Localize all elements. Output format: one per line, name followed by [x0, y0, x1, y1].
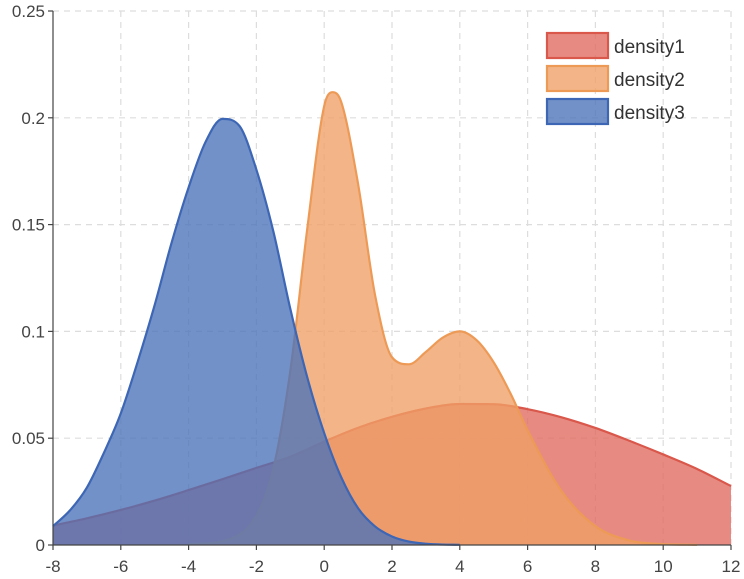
x-tick-label: 8	[591, 557, 600, 576]
x-axis-ticks: -8 -6 -4 -2 0 2 4 6 8 10 12	[45, 545, 740, 576]
legend-swatch-density3	[545, 97, 610, 126]
series-layer	[52, 91, 732, 546]
y-tick-label: 0.05	[12, 429, 45, 448]
legend-swatch-density1	[545, 31, 610, 60]
x-tick-label: -2	[249, 557, 264, 576]
x-tick-label: -6	[113, 557, 128, 576]
legend-label-density3: density3	[614, 103, 685, 124]
x-tick-label: -8	[45, 557, 60, 576]
x-tick-label: 6	[523, 557, 532, 576]
x-tick-label: 10	[654, 557, 673, 576]
y-tick-label: 0.1	[21, 322, 45, 341]
y-tick-label: 0.25	[12, 2, 45, 21]
x-tick-label: -4	[181, 557, 196, 576]
x-tick-label: 0	[319, 557, 328, 576]
legend-label-density1: density1	[614, 37, 685, 58]
y-tick-label: 0	[36, 536, 45, 555]
density3-area	[53, 118, 460, 546]
y-tick-label: 0.15	[12, 216, 45, 235]
legend-swatch-density2	[545, 64, 610, 93]
x-tick-label: 4	[455, 557, 464, 576]
density3-line	[52, 117, 460, 546]
legend: density1 density2 density3	[545, 31, 685, 126]
y-tick-label: 0.2	[21, 109, 45, 128]
x-tick-label: 12	[722, 557, 741, 576]
y-axis-ticks: 0 0.05 0.1 0.15 0.2 0.25	[12, 2, 53, 555]
x-tick-label: 2	[387, 557, 396, 576]
legend-label-density2: density2	[614, 70, 685, 91]
